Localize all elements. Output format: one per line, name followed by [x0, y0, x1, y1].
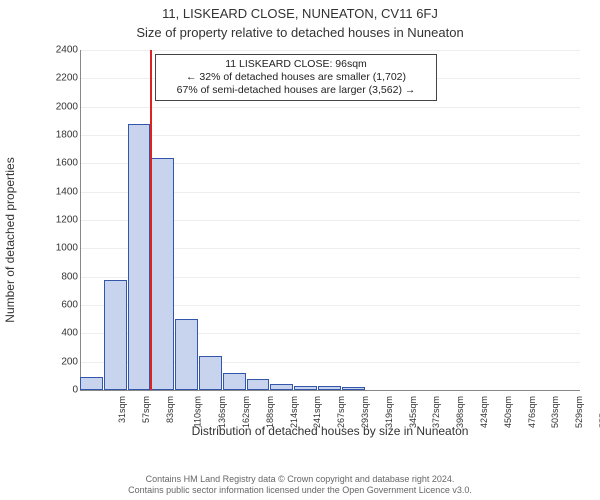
info-box-line: 67% of semi-detached houses are larger (…: [162, 84, 430, 97]
plot-area: 11 LISKEARD CLOSE: 96sqm← 32% of detache…: [80, 50, 580, 390]
title-main: 11, LISKEARD CLOSE, NUNEATON, CV11 6FJ: [0, 0, 600, 21]
y-tick-label: 1800: [54, 130, 78, 141]
y-tick-label: 200: [54, 356, 78, 367]
overlay-layer: 11 LISKEARD CLOSE: 96sqm← 32% of detache…: [80, 50, 580, 390]
y-tick-label: 1400: [54, 186, 78, 197]
title-sub: Size of property relative to detached ho…: [0, 21, 600, 46]
y-tick-label: 800: [54, 271, 78, 282]
info-box: 11 LISKEARD CLOSE: 96sqm← 32% of detache…: [155, 54, 437, 101]
x-tick-label: 31sqm: [117, 396, 127, 423]
y-tick-label: 2200: [54, 73, 78, 84]
y-tick-label: 2000: [54, 101, 78, 112]
chart-container: Number of detached properties 0200400600…: [24, 50, 584, 430]
x-tick-label: 110sqm: [193, 396, 203, 427]
y-tick-label: 1600: [54, 158, 78, 169]
footer-line-2: Contains public sector information licen…: [0, 485, 600, 496]
footer-line-1: Contains HM Land Registry data © Crown c…: [0, 474, 600, 485]
y-tick-label: 2400: [54, 45, 78, 56]
x-axis-line: [80, 390, 580, 391]
info-box-line: 11 LISKEARD CLOSE: 96sqm: [162, 58, 430, 71]
y-tick-label: 1200: [54, 215, 78, 226]
x-axis-label: Distribution of detached houses by size …: [80, 424, 580, 438]
x-tick-label: 57sqm: [141, 396, 151, 423]
x-tick-label: 83sqm: [165, 396, 175, 423]
footer-attribution: Contains HM Land Registry data © Crown c…: [0, 474, 600, 496]
info-box-line: ← 32% of detached houses are smaller (1,…: [162, 71, 430, 84]
property-marker-line: [150, 50, 152, 390]
y-tick-label: 1000: [54, 243, 78, 254]
y-axis-label: Number of detached properties: [3, 157, 17, 322]
y-tick-label: 400: [54, 328, 78, 339]
y-tick-label: 600: [54, 300, 78, 311]
y-tick-label: 0: [54, 385, 78, 396]
